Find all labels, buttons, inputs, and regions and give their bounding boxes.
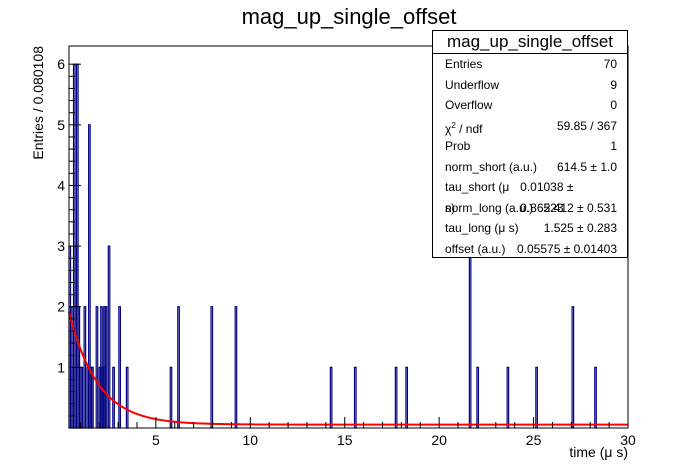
stats-label: χ2 / ndf (445, 120, 483, 136)
stats-row: Underflow 9 (433, 75, 627, 96)
histogram-bar (468, 245, 472, 429)
stats-label: norm_long (a.u.) (445, 200, 534, 215)
x-tick-label: 30 (620, 432, 636, 448)
stats-row: norm_short (a.u.) 614.5 ± 1.0 (433, 157, 627, 178)
stats-label: Prob (445, 139, 471, 153)
stats-value: 1.525 ± 0.283 (543, 221, 617, 235)
stats-row: offset (a.u.) 0.05575 ± 0.01403 (433, 239, 627, 260)
stats-label: norm_short (a.u.) (445, 159, 538, 174)
x-tick-label: 15 (337, 432, 353, 448)
histogram-bar (95, 306, 99, 429)
stats-title: mag_up_single_offset (433, 31, 627, 54)
x-tick-label: 25 (526, 432, 542, 448)
x-tick-label: 10 (243, 432, 259, 448)
stats-value: 1 (610, 139, 617, 153)
fit-curve (68, 311, 628, 426)
histogram-bar (353, 366, 357, 429)
stats-box: mag_up_single_offset Entries 70 Underflow 9… (432, 30, 628, 258)
stats-value: 70 (603, 57, 617, 71)
histogram-bar (571, 306, 575, 429)
stats-row: Overflow 0 (433, 95, 627, 116)
x-axis-ticks: 5 10 15 20 25 30 (79, 417, 636, 448)
stats-label: tau_short (μ s) (445, 180, 510, 215)
stats-value: 9 (610, 77, 617, 92)
histogram-bar (329, 366, 333, 429)
y-tick-label: 3 (57, 238, 65, 254)
stats-value: 2.412 ± 0.531 (543, 200, 617, 215)
y-tick-label: 4 (57, 177, 65, 193)
histogram-bar (234, 306, 238, 429)
histogram-bar (210, 306, 214, 429)
stats-value: 0.01038 ± 0.86523 (520, 180, 574, 215)
histogram-bar (177, 306, 180, 429)
stats-row: tau_long (μ s) 1.525 ± 0.283 (433, 218, 627, 239)
histogram-bar (118, 306, 121, 429)
stats-label: offset (a.u.) (445, 241, 506, 256)
histogram-bar (394, 366, 398, 429)
stats-row: Prob 1 (433, 136, 627, 157)
histogram-bar (594, 366, 597, 429)
histogram-bar (506, 366, 510, 429)
stats-label: Entries (445, 57, 483, 71)
y-tick-label: 5 (57, 117, 65, 133)
stats-value: 0.05575 ± 0.01403 (516, 241, 617, 256)
histogram-bar (125, 366, 129, 429)
stats-label: Underflow (445, 77, 500, 92)
chart-title: mag_up_single_offset (242, 4, 457, 29)
stats-value: 59.85 / 367 (556, 118, 617, 133)
stats-label: tau_long (μ s) (445, 221, 519, 235)
histogram-bar (107, 245, 111, 429)
x-tick-label: 5 (152, 432, 160, 448)
y-tick-label: 6 (57, 56, 65, 72)
y-tick-label: 1 (57, 359, 65, 375)
stats-label: Overflow (445, 98, 493, 112)
y-tick-label: 2 (57, 299, 65, 315)
stats-rows: Entries 70 Underflow 9 Overflow 0 χ2 / ndf 59.8… (433, 54, 627, 259)
histogram-bar (83, 306, 87, 429)
plot-frame (68, 45, 629, 429)
histogram-bar (80, 366, 84, 429)
histogram-bar (169, 366, 173, 429)
histogram-bar (112, 366, 115, 429)
histogram-bar (476, 366, 480, 429)
y-axis-ticks: 1 2 3 4 5 6 (57, 56, 81, 429)
stats-row: χ2 / ndf 59.85 / 367 (433, 116, 627, 137)
histogram-bar (405, 366, 409, 429)
y-axis-label: Entries / 0.080108 (30, 46, 46, 160)
x-axis-label: time (μ s) (569, 444, 628, 460)
histogram-bar (104, 306, 108, 429)
stats-value: 614.5 ± 1.0 (557, 159, 617, 174)
stats-row: tau_short (μ s) 0.01038 ± 0.86523 (433, 177, 627, 215)
x-tick-label: 20 (431, 432, 447, 448)
stats-row: Entries 70 (433, 54, 627, 75)
stats-value: 0 (610, 98, 617, 112)
histogram-bar (535, 366, 538, 429)
stats-row: norm_long (a.u.) 2.412 ± 0.531 (433, 198, 627, 219)
